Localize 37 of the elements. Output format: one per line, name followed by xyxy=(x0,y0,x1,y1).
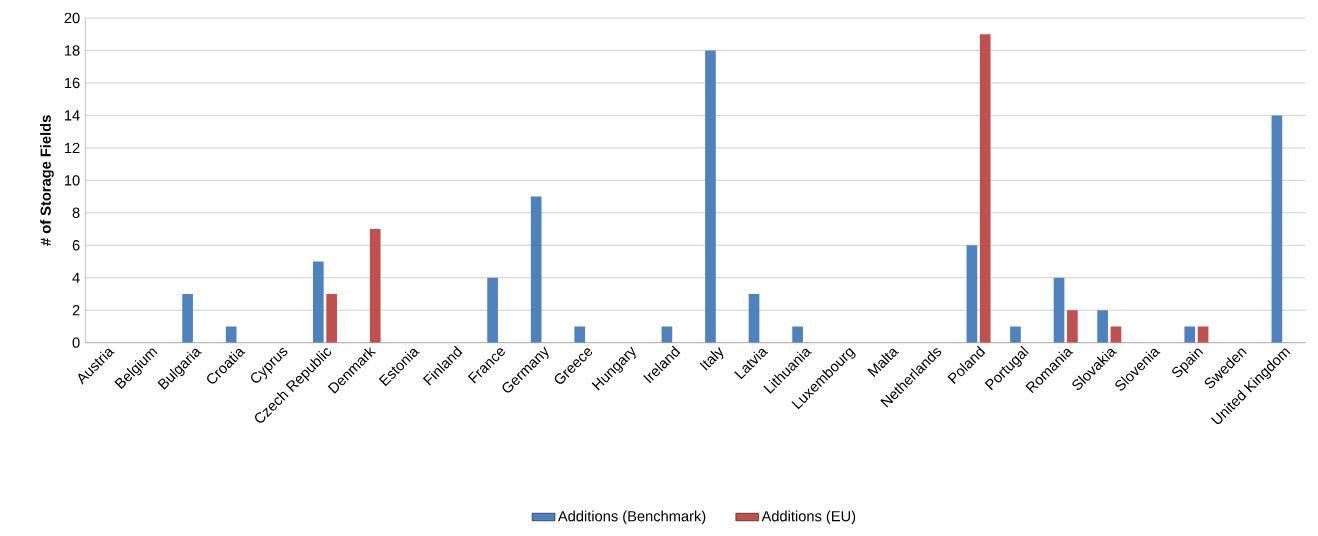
x-tick-label: Italy xyxy=(699,346,724,371)
bar xyxy=(1097,310,1108,343)
legend-label: Additions (Benchmark) xyxy=(557,510,706,525)
bar xyxy=(1184,326,1196,343)
bar xyxy=(312,261,324,343)
bar xyxy=(748,293,760,343)
bar xyxy=(1053,277,1065,343)
y-tick-label: 4 xyxy=(72,272,80,283)
bar xyxy=(225,326,237,343)
bar xyxy=(182,293,193,343)
bar xyxy=(1110,326,1122,343)
bar xyxy=(369,229,381,343)
bar xyxy=(326,293,337,343)
y-tick-label: 18 xyxy=(64,45,80,56)
bar xyxy=(574,326,586,343)
y-tick-label: 8 xyxy=(72,207,80,218)
y-tick-label: 2 xyxy=(72,305,80,316)
bar xyxy=(792,326,803,343)
bar xyxy=(1197,326,1209,343)
bar xyxy=(966,245,978,343)
y-axis-title: # of Storage Fields xyxy=(40,115,54,246)
bar xyxy=(705,50,716,343)
bar xyxy=(1010,326,1021,343)
y-tick-label: 20 xyxy=(64,12,80,24)
bar xyxy=(1271,115,1283,343)
y-tick-label: 6 xyxy=(72,240,80,251)
y-tick-label: 12 xyxy=(64,142,80,153)
bar xyxy=(979,34,991,343)
bar xyxy=(661,326,673,343)
legend-label: Additions (EU) xyxy=(761,510,856,525)
y-tick-label: 10 xyxy=(64,175,80,186)
y-tick-label: 0 xyxy=(72,337,80,348)
bar xyxy=(1067,310,1078,343)
bar xyxy=(487,277,498,343)
bar xyxy=(530,196,542,343)
y-tick-label: 14 xyxy=(64,110,80,121)
y-tick-label: 16 xyxy=(64,77,80,89)
